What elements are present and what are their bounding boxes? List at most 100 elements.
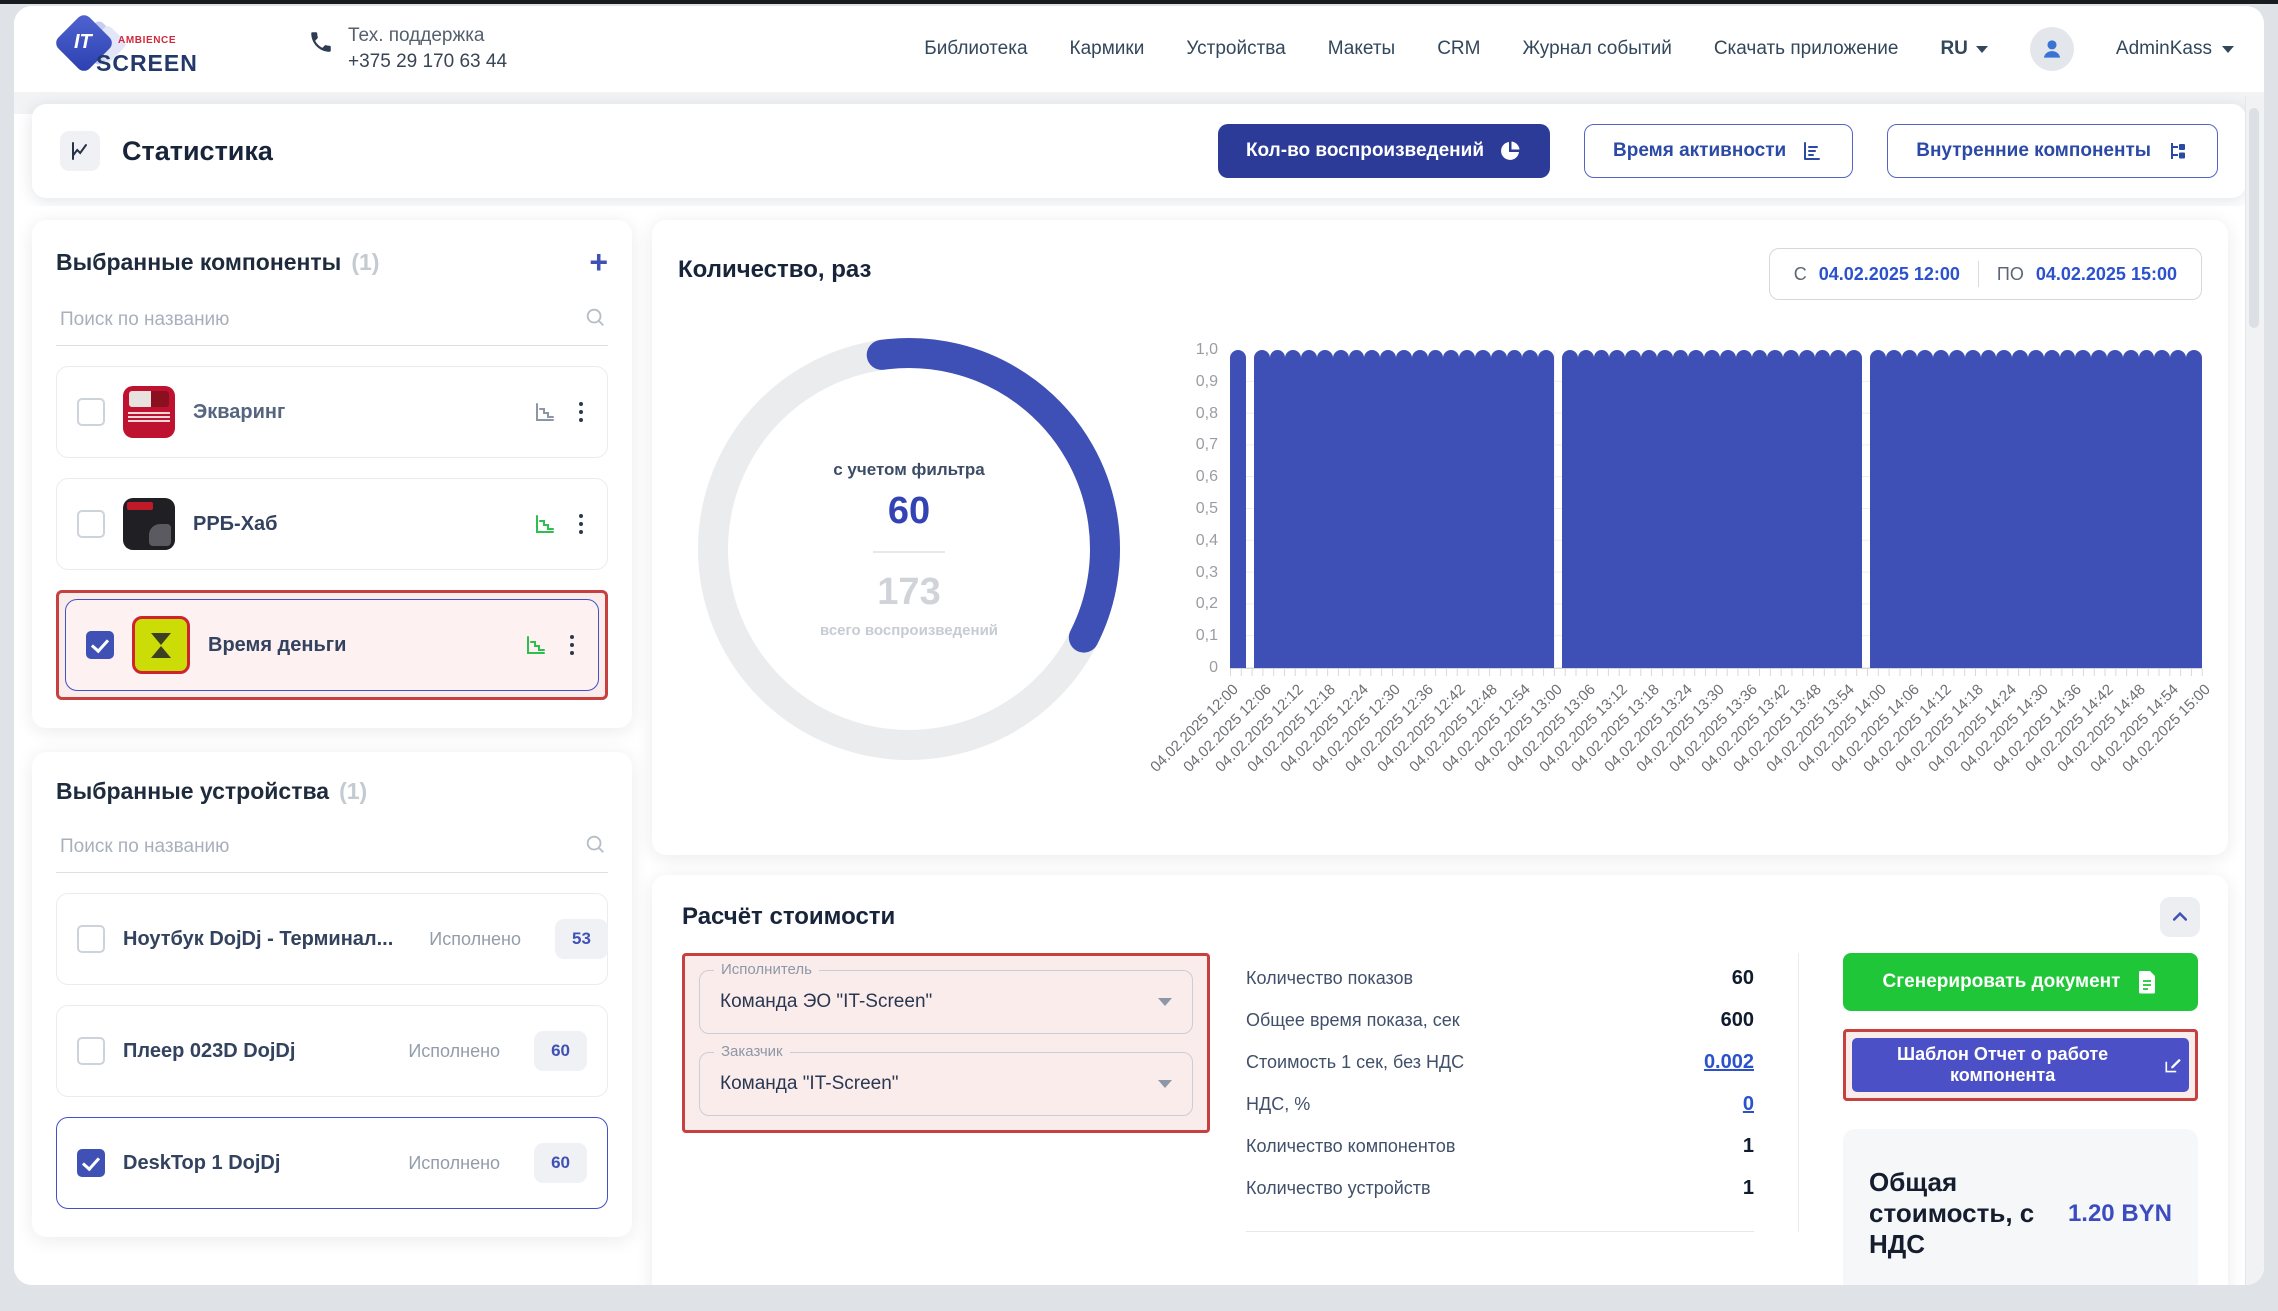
components-search-input[interactable]	[58, 307, 584, 332]
bar	[2059, 350, 2076, 668]
devices-search-input[interactable]	[58, 834, 584, 859]
component-name: Экваринг	[193, 400, 286, 423]
nav-item-1[interactable]: Библиотека	[924, 38, 1028, 59]
component-stats-button[interactable]	[533, 512, 557, 536]
component-row[interactable]: РРБ-Хаб	[56, 478, 608, 570]
content-area: Выбранные компоненты (1) + Экваринг РРБ-…	[14, 206, 2264, 1285]
checkbox[interactable]	[77, 1037, 105, 1065]
scrollbar[interactable]	[2245, 96, 2264, 1285]
language-selector[interactable]: RU	[1940, 38, 1988, 60]
nav-item-3[interactable]: Устройства	[1186, 38, 1286, 59]
template-report-button[interactable]: Шаблон Отчет о работе компонента	[1852, 1038, 2189, 1092]
support-phone[interactable]: +375 29 170 63 44	[348, 51, 508, 72]
nav-item-2[interactable]: Кармики	[1069, 38, 1145, 59]
bar	[1285, 350, 1302, 668]
bar	[2012, 350, 2029, 668]
device-row[interactable]: DeskTop 1 DojDj Исполнено 60	[56, 1117, 608, 1209]
bar	[1656, 350, 1673, 668]
date-from-label: С	[1793, 263, 1807, 284]
annotation-box-template: Шаблон Отчет о работе компонента	[1843, 1029, 2198, 1101]
bar	[1996, 350, 2013, 668]
bar-chart-icon	[1804, 142, 1821, 160]
support-label: Тех. поддержка	[348, 25, 485, 46]
bar	[1870, 350, 1886, 668]
bar	[2154, 350, 2171, 668]
internal-components-button[interactable]: Внутренние компоненты	[1887, 124, 2218, 178]
nav-item-7[interactable]: Скачать приложение	[1713, 38, 1899, 59]
activity-time-button[interactable]: Время активности	[1584, 124, 1854, 178]
bar	[1577, 350, 1594, 668]
bar	[1380, 350, 1396, 668]
top-bar: IT AMBIENCE SCREEN Тех. поддержка +375 2…	[14, 6, 2264, 92]
bar	[1964, 350, 1981, 668]
cost-row-value[interactable]: 0.002	[1703, 1050, 1754, 1073]
cost-row-label: Количество компонентов	[1246, 1135, 1456, 1156]
y-axis-labels: 1,0 0,9 0,8 0,7 0,6 0,5 0,4 0,3 0,2 0,1 0	[1172, 341, 1230, 676]
nav-item-4[interactable]: Макеты	[1327, 38, 1396, 59]
component-stats-button[interactable]	[524, 633, 548, 657]
y-tick-label: 0,7	[1195, 436, 1218, 454]
playback-count-button[interactable]: Кол-во воспроизведений	[1217, 124, 1551, 178]
y-tick-label: 0,6	[1195, 468, 1218, 486]
bar	[2170, 350, 2187, 668]
bar	[1735, 350, 1752, 668]
component-row[interactable]: Время деньги	[65, 599, 599, 691]
nav-item-5[interactable]: CRM	[1437, 38, 1481, 59]
cost-actions-column: Сгенерировать документ Шаблон Отчет о ра…	[1843, 953, 2198, 1285]
plot-area	[1230, 350, 2203, 676]
components-list: Экваринг РРБ-Хаб Время деньги	[56, 366, 608, 700]
stats-chart-icon	[535, 515, 554, 533]
bar	[1933, 350, 1950, 668]
device-row[interactable]: Плеер 023D DojDj Исполнено 60	[56, 1005, 608, 1097]
bar	[2107, 350, 2123, 668]
y-tick-label: 0,9	[1195, 372, 1218, 390]
component-row[interactable]: Экваринг	[56, 366, 608, 458]
cost-rows: Количество показов 60 Общее время показа…	[1246, 957, 1754, 1232]
user-menu[interactable]: AdminKass	[2116, 38, 2234, 60]
add-component-button[interactable]: +	[589, 244, 608, 280]
cost-row-value: 600	[1720, 1008, 1754, 1031]
kebab-menu-icon[interactable]	[575, 510, 588, 539]
cost-row: Общее время показа, сек 600	[1246, 999, 1754, 1041]
checkbox[interactable]	[77, 510, 105, 538]
checkbox[interactable]	[77, 925, 105, 953]
bar	[2186, 350, 2202, 668]
devices-panel-title: Выбранные устройства	[56, 778, 330, 804]
date-to-value[interactable]: 04.02.2025 15:00	[2035, 263, 2177, 284]
generate-document-button[interactable]: Сгенерировать документ	[1843, 953, 2198, 1011]
scrollbar-thumb[interactable]	[2249, 108, 2259, 328]
kebab-menu-icon[interactable]	[566, 631, 579, 660]
edit-icon	[2165, 1058, 2181, 1073]
collapse-button[interactable]	[2160, 897, 2200, 937]
nav-item-6[interactable]: Журнал событий	[1522, 38, 1672, 59]
logo[interactable]: IT AMBIENCE SCREEN	[48, 11, 208, 80]
chart-title: Количество, раз	[678, 256, 872, 283]
kebab-menu-icon[interactable]	[575, 398, 588, 427]
checkbox[interactable]	[86, 631, 114, 659]
customer-select[interactable]: Заказчик Команда "IT-Screen"	[699, 1043, 1193, 1116]
language-label: RU	[1940, 38, 1968, 59]
bar	[1814, 350, 1831, 668]
cost-row: Количество компонентов 1	[1246, 1125, 1754, 1167]
bar	[1411, 350, 1428, 668]
checkbox[interactable]	[77, 1149, 105, 1177]
executor-select[interactable]: Исполнитель Команда ЭО "IT-Screen"	[699, 961, 1193, 1034]
avatar[interactable]	[2029, 27, 2074, 71]
bar	[1395, 350, 1412, 668]
date-to-label: ПО	[1996, 263, 2024, 284]
bar	[1490, 350, 1507, 668]
bar	[1522, 350, 1539, 668]
date-from-value[interactable]: 04.02.2025 12:00	[1818, 263, 1960, 284]
bar	[2122, 350, 2139, 668]
executor-label: Исполнитель	[714, 961, 819, 978]
cost-row-label: НДС, %	[1246, 1093, 1311, 1114]
total-cost-label: Общая стоимость, с НДС	[1869, 1167, 2035, 1259]
cost-row-value[interactable]: 0	[1742, 1092, 1754, 1115]
total-cost-panel: Общая стоимость, с НДС 1.20 BYN	[1843, 1129, 2198, 1285]
checkbox[interactable]	[77, 398, 105, 426]
component-stats-button[interactable]	[533, 400, 557, 424]
donut-filtered-value: 60	[887, 489, 931, 532]
date-range-picker[interactable]: С 04.02.2025 12:00 ПО 04.02.2025 15:00	[1768, 248, 2202, 300]
device-row[interactable]: Ноутбук DojDj - Терминал... Исполнено 53	[56, 893, 608, 985]
